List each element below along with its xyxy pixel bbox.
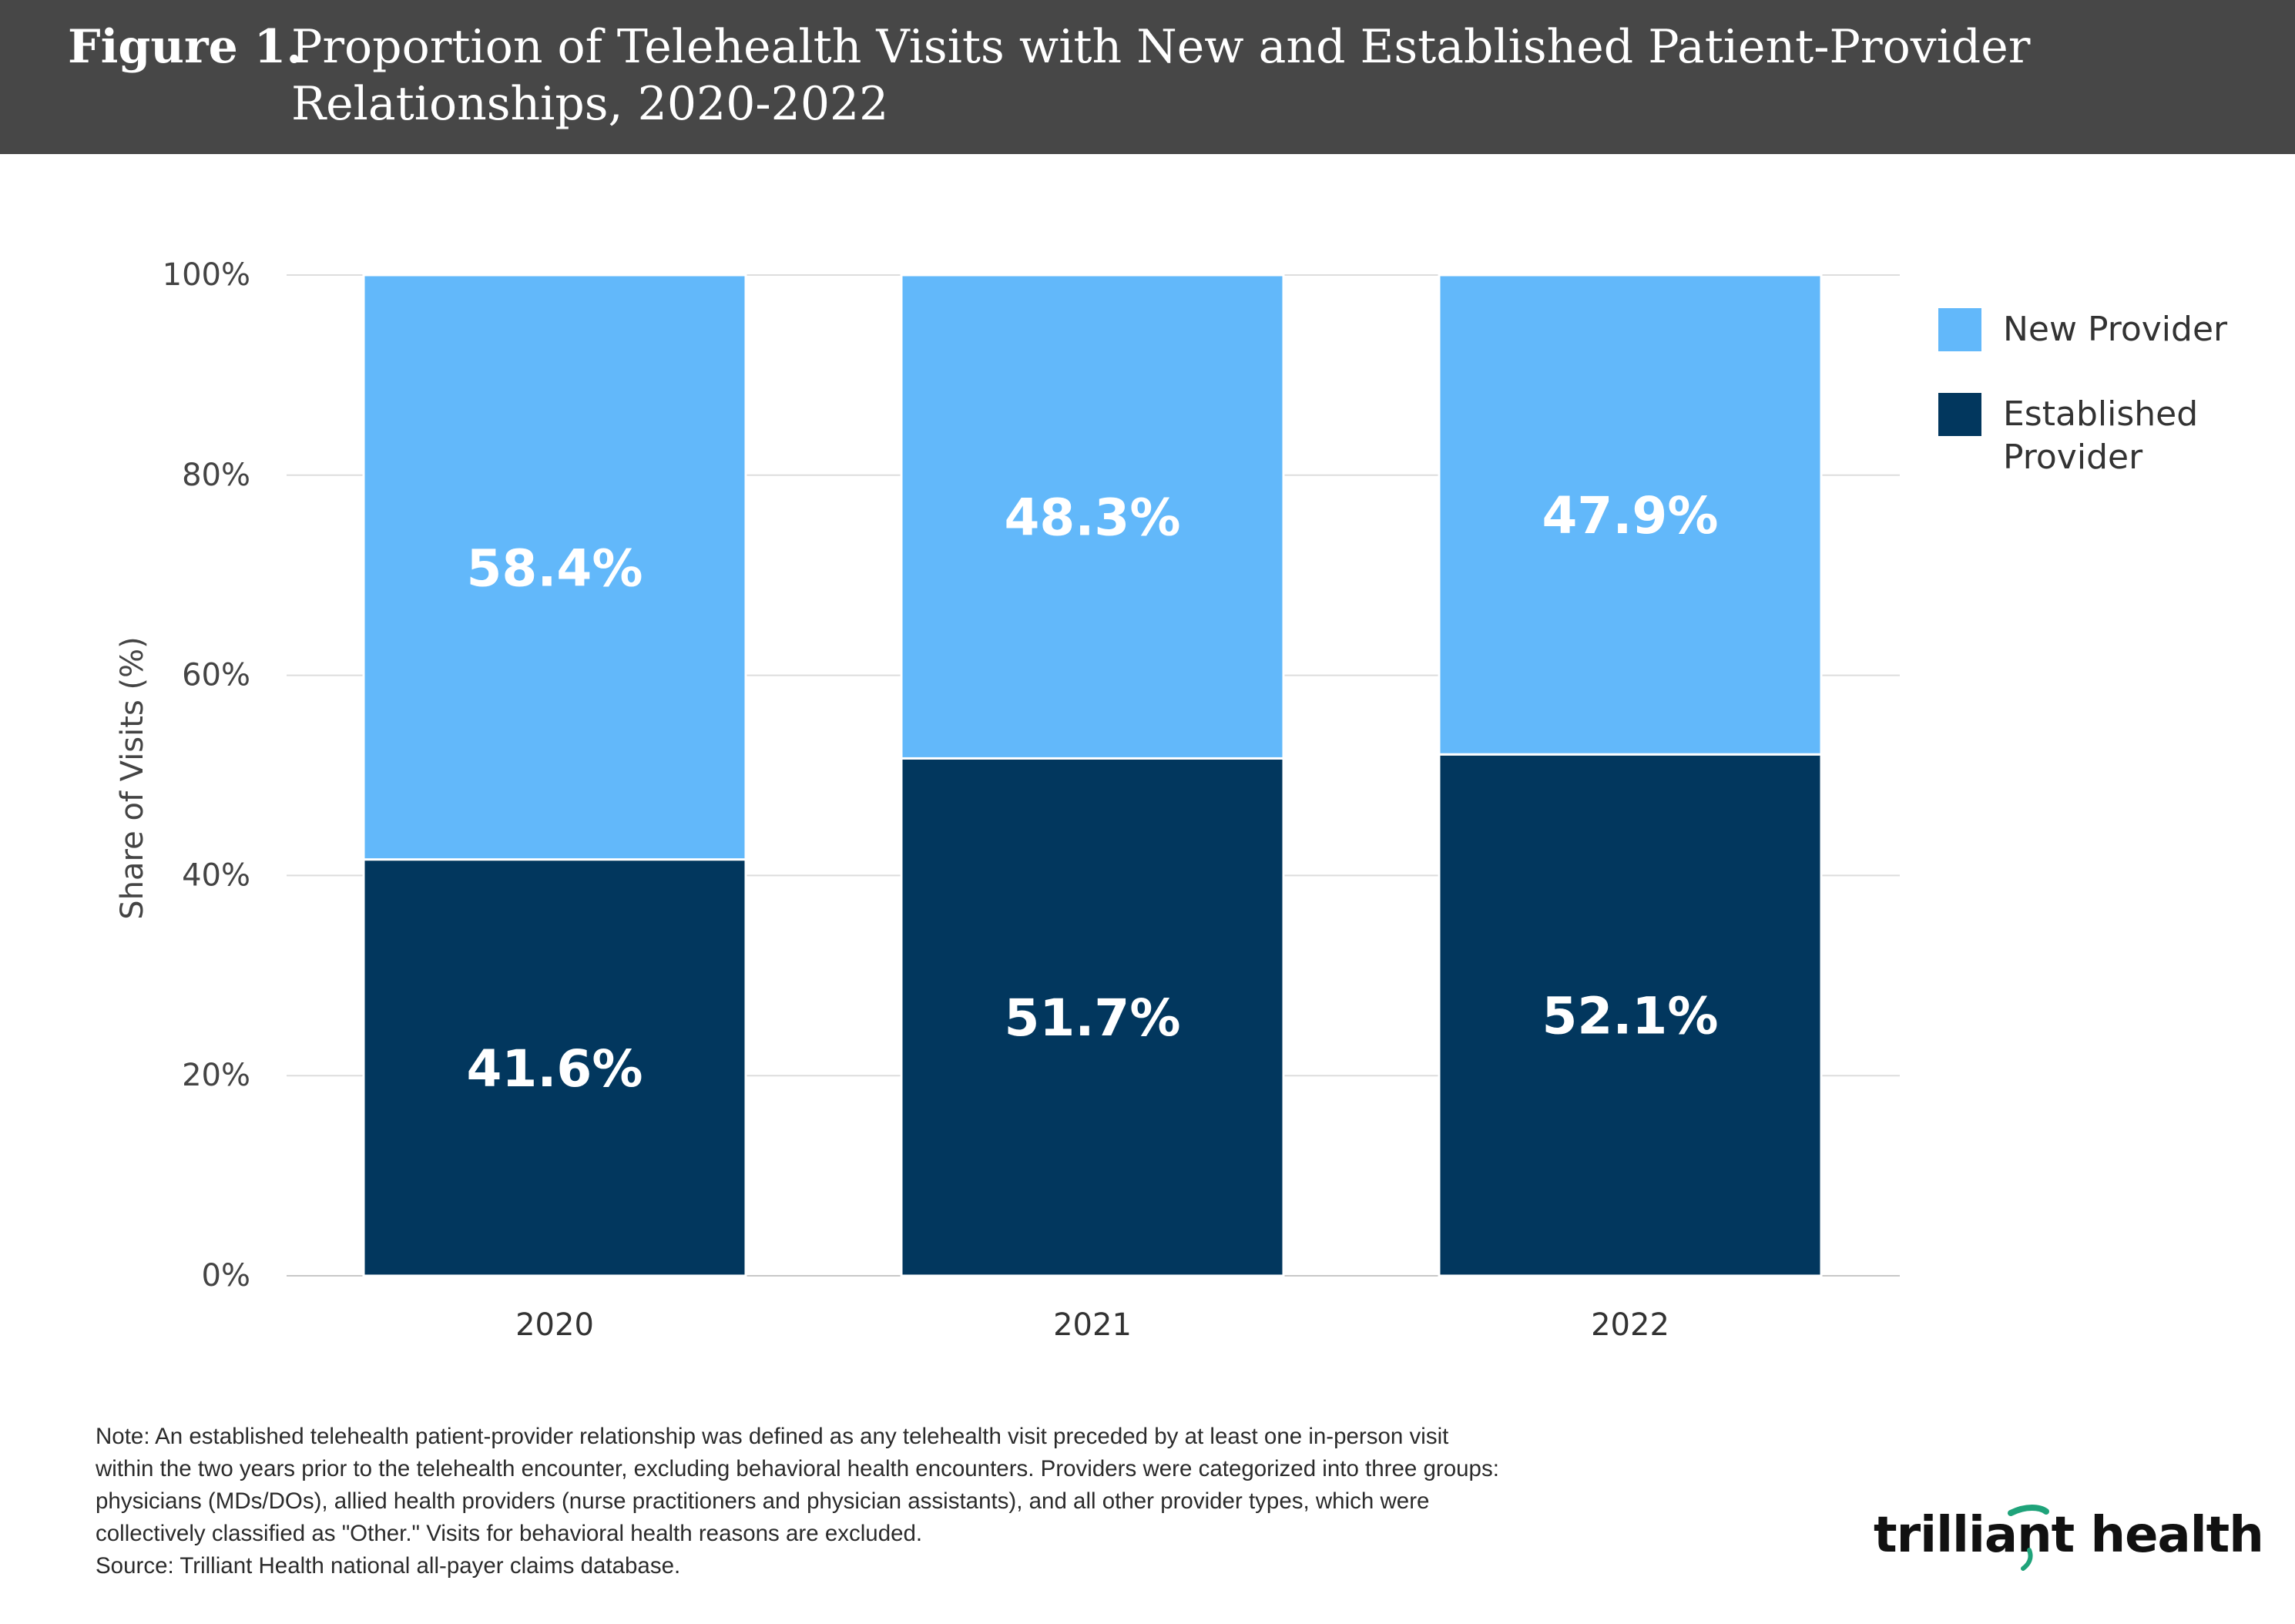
figure-label: Figure 1.	[68, 20, 303, 74]
y-tick-label: 0%	[202, 1258, 250, 1293]
source-line: Source: Trilliant Health national all-pa…	[96, 1553, 681, 1579]
y-axis-title: Share of Visits (%)	[115, 636, 150, 919]
title-bar: Figure 1. Proportion of Telehealth Visit…	[0, 0, 2295, 154]
x-tick-label: 2022	[1591, 1307, 1669, 1343]
x-tick-label: 2021	[1053, 1307, 1132, 1343]
note-line: collectively classified as "Other." Visi…	[96, 1521, 923, 1546]
note-line: Note: An established telehealth patient-…	[96, 1424, 1449, 1449]
note-text: Note: An established telehealth patient-…	[96, 1421, 1898, 1582]
chart-title: Proportion of Telehealth Visits with New…	[291, 20, 2031, 131]
bar-established-provider	[1438, 753, 1823, 1277]
logo-swoosh-icon	[2008, 1505, 2049, 1571]
y-tick-label: 60%	[182, 658, 250, 693]
legend-swatch	[1938, 393, 1981, 436]
y-tick-label: 40%	[182, 857, 250, 893]
data-label: 48.3%	[1005, 488, 1181, 548]
note-line: physicians (MDs/DOs), allied health prov…	[96, 1488, 1430, 1514]
bar-new-provider	[900, 273, 1285, 760]
trilliant-health-logo: trilliant health	[1874, 1507, 2264, 1564]
note-line: within the two years prior to the telehe…	[96, 1456, 1499, 1481]
y-tick-label: 20%	[182, 1058, 250, 1093]
bar-new-provider	[362, 273, 747, 861]
legend-label: Established Provider	[2003, 394, 2198, 477]
y-tick-label: 80%	[182, 458, 250, 493]
bar-new-provider	[1438, 273, 1823, 756]
data-label: 47.9%	[1542, 486, 1719, 545]
data-label: 41.6%	[467, 1039, 643, 1099]
data-label: 51.7%	[1005, 988, 1181, 1048]
legend-label: New Provider	[2003, 310, 2228, 349]
x-tick-label: 2020	[515, 1307, 594, 1343]
y-tick-label: 100%	[163, 257, 250, 293]
stacked-bar-chart: 0% 20% 40% 60% 80% 100% Share of Visits (%) 41.…	[115, 257, 2228, 1343]
legend-swatch	[1938, 308, 1981, 351]
data-label: 58.4%	[467, 539, 643, 598]
data-label: 52.1%	[1542, 987, 1719, 1046]
